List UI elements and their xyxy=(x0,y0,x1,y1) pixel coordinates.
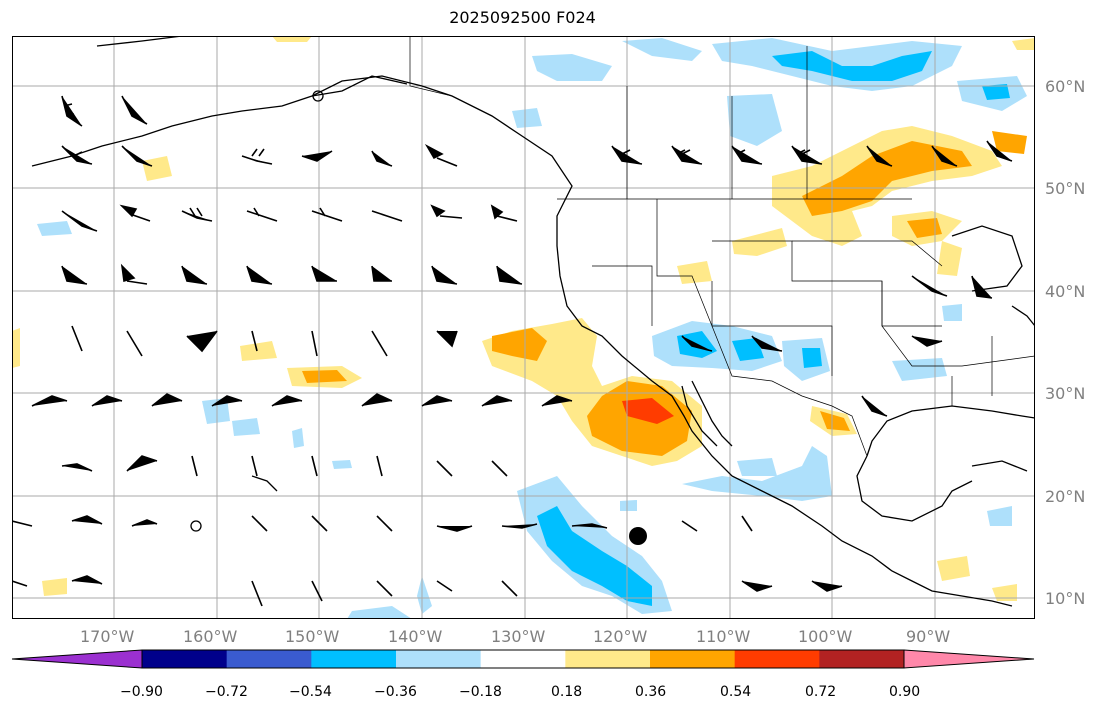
lon-label-170w: 170°W xyxy=(80,627,135,646)
lat-label-10: 10°N xyxy=(1045,589,1086,608)
colorbar-segment xyxy=(226,650,312,668)
station-marker-2 xyxy=(190,520,202,532)
colorbar-label-10: 0.90 xyxy=(889,684,921,700)
colorbar-segments xyxy=(12,650,1034,668)
colorbar-extend-low xyxy=(12,650,142,668)
lat-label-50: 50°N xyxy=(1045,179,1086,198)
lat-label-30: 30°N xyxy=(1045,384,1086,403)
colorbar-label-2: −0.72 xyxy=(205,684,248,700)
map-panel xyxy=(12,36,1035,619)
colorbar-label-1: −0.90 xyxy=(120,684,163,700)
colorbar xyxy=(11,649,1035,669)
political-borders xyxy=(409,36,1035,457)
colorbar-label-6: 0.18 xyxy=(551,684,583,700)
colorbar-label-8: 0.54 xyxy=(720,684,752,700)
lat-label-60: 60°N xyxy=(1045,77,1086,96)
lon-label-130w: 130°W xyxy=(491,627,546,646)
colorbar-segment xyxy=(480,650,566,668)
lat-label-20: 20°N xyxy=(1045,487,1086,506)
colorbar-label-4: −0.36 xyxy=(374,684,417,700)
lon-label-100w: 100°W xyxy=(798,627,853,646)
colorbar-label-9: 0.72 xyxy=(805,684,837,700)
typhoon-marker xyxy=(629,527,647,545)
colorbar-extend-high xyxy=(904,650,1034,668)
colorbar-label-7: 0.36 xyxy=(635,684,667,700)
colorbar-segment xyxy=(142,650,228,668)
colorbar-segment xyxy=(396,650,482,668)
map-title: 2025092500 F024 xyxy=(449,8,596,27)
colorbar-segment xyxy=(311,650,397,668)
lon-label-150w: 150°W xyxy=(285,627,340,646)
anomaly-shading xyxy=(12,36,1035,619)
lon-label-90w: 90°W xyxy=(906,627,951,646)
colorbar-label-5: −0.18 xyxy=(459,684,502,700)
coastlines xyxy=(31,36,1035,607)
lon-label-160w: 160°W xyxy=(183,627,238,646)
colorbar-label-3: −0.54 xyxy=(289,684,332,700)
colorbar-segment xyxy=(650,650,736,668)
colorbar-segment xyxy=(819,650,905,668)
wind-barbs xyxy=(12,95,1013,607)
lon-label-120w: 120°W xyxy=(593,627,648,646)
lon-label-140w: 140°W xyxy=(388,627,443,646)
lon-label-110w: 110°W xyxy=(696,627,751,646)
station-marker-1 xyxy=(312,90,324,102)
colorbar-segment xyxy=(565,650,651,668)
colorbar-segment xyxy=(734,650,820,668)
lat-label-40: 40°N xyxy=(1045,282,1086,301)
